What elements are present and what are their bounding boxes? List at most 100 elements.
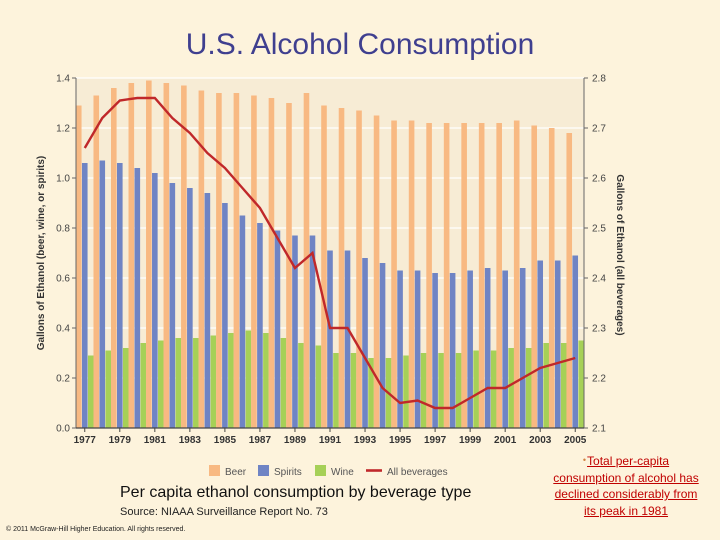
beer-bar	[513, 120, 520, 428]
x-tick-label: 1981	[144, 435, 167, 446]
spirits-bar	[309, 235, 316, 428]
y-axis-label: Gallons of Ethanol (beer, wine, or spiri…	[36, 156, 47, 350]
copyright-note: © 2011 McGraw-Hill Higher Education. All…	[6, 526, 186, 533]
spirits-bar	[572, 255, 579, 428]
beer-bar	[391, 120, 397, 428]
y2-tick-label: 2.2	[592, 374, 606, 385]
y-tick-label: 1.0	[56, 174, 70, 185]
spirits-bar	[519, 268, 526, 428]
legend-swatch	[258, 465, 269, 476]
note-bullet: •	[582, 455, 587, 465]
spirits-bar	[81, 163, 88, 428]
spirits-bar	[204, 193, 211, 428]
legend-label: All beverages	[387, 467, 448, 478]
spirits-bar	[292, 235, 298, 428]
spirits-bar	[467, 270, 473, 428]
wine-bar	[578, 340, 585, 428]
y-tick-label: 1.2	[56, 124, 70, 135]
beer-bar	[181, 85, 187, 428]
wine-bar	[280, 338, 287, 428]
beer-bar	[496, 123, 502, 428]
spirits-bar	[99, 160, 106, 428]
y2-tick-label: 2.3	[592, 324, 606, 335]
spirits-bar	[484, 268, 491, 428]
wine-bar	[438, 353, 444, 428]
beer-bar	[461, 123, 467, 428]
legend-swatch	[315, 465, 326, 476]
y2-tick-label: 2.8	[592, 74, 606, 85]
legend-label: Beer	[225, 467, 247, 478]
peak-note: •Total per-capita consumption of alcohol…	[548, 452, 704, 519]
beer-bar	[251, 95, 257, 428]
spirits-bar	[257, 223, 263, 428]
wine-bar	[175, 338, 182, 428]
y-tick-label: 0.0	[56, 424, 70, 435]
beer-bar	[426, 123, 432, 428]
spirits-bar	[134, 168, 141, 428]
spirits-bar	[432, 273, 438, 428]
beer-bar	[233, 93, 240, 428]
x-tick-label: 2001	[494, 435, 517, 446]
y-tick-label: 0.2	[56, 374, 70, 385]
bar-series	[75, 80, 585, 428]
beer-bar	[373, 115, 380, 428]
beer-bar	[146, 80, 152, 428]
beer-bar	[303, 93, 310, 428]
all-beverages-line	[83, 96, 576, 410]
wine-bar	[87, 355, 94, 428]
beer-bar	[286, 103, 292, 428]
wine-bar	[333, 353, 339, 428]
spirits-bar	[362, 258, 368, 428]
beer-bar	[163, 83, 170, 428]
wine-bar	[298, 343, 304, 428]
wine-bar	[228, 333, 234, 428]
wine-bar	[245, 330, 252, 428]
wine-bar	[543, 343, 550, 428]
wine-bar	[105, 350, 112, 428]
wine-bar	[263, 333, 269, 428]
wine-bar	[140, 343, 147, 428]
beer-bar	[110, 88, 117, 428]
beer-bar	[198, 90, 205, 428]
x-tick-label: 1989	[284, 435, 307, 446]
x-tick-label: 1977	[74, 435, 97, 446]
x-tick-label: 1991	[319, 435, 342, 446]
wine-bar	[525, 348, 532, 428]
beer-bar	[338, 108, 345, 428]
wine-bar	[473, 350, 479, 428]
wine-bar	[158, 340, 164, 428]
y2-axis-label: Gallons of Ethanol (all beverages)	[614, 174, 625, 335]
spirits-bar	[502, 270, 508, 428]
wine-bar	[560, 343, 567, 428]
axes: 0.0 0.2 0.4 0.6 0.8 1.0 1.2 1.4 2.1 2.2 2.3 2.4 2.5 2…	[56, 74, 606, 447]
beer-bar	[408, 120, 415, 428]
note-text: Total per-capita consumption of alcohol …	[553, 454, 699, 518]
y-tick-label: 0.8	[56, 224, 70, 235]
spirits-bar	[116, 163, 123, 428]
beer-bar	[268, 98, 275, 428]
spirits-bar	[239, 215, 246, 428]
source-note: Source: NIAAA Surveillance Report No. 73	[120, 506, 328, 518]
beer-bar	[216, 93, 222, 428]
legend: Beer Spirits Wine All beverages	[209, 465, 448, 478]
spirits-bar	[537, 260, 544, 428]
y2-tick-label: 2.4	[592, 274, 606, 285]
y2-tick-label: 2.1	[592, 424, 606, 435]
y2-tick-label: 2.5	[592, 224, 606, 235]
x-tick-label: 1983	[179, 435, 202, 446]
y-tick-label: 0.4	[56, 324, 70, 335]
spirits-bar	[169, 183, 176, 428]
spirits-bar	[152, 173, 158, 428]
beer-bar	[478, 123, 485, 428]
legend-label: Wine	[331, 467, 354, 478]
x-tick-label: 1997	[424, 435, 447, 446]
beer-bar	[531, 125, 538, 428]
wine-bar	[403, 355, 409, 428]
spirits-bar	[327, 250, 333, 428]
spirits-bar	[554, 260, 561, 428]
x-tick-label: 1995	[389, 435, 412, 446]
chart-caption: Per capita ethanol consumption by bevera…	[120, 484, 472, 501]
legend-swatch	[209, 465, 220, 476]
spirits-bar	[222, 203, 228, 428]
